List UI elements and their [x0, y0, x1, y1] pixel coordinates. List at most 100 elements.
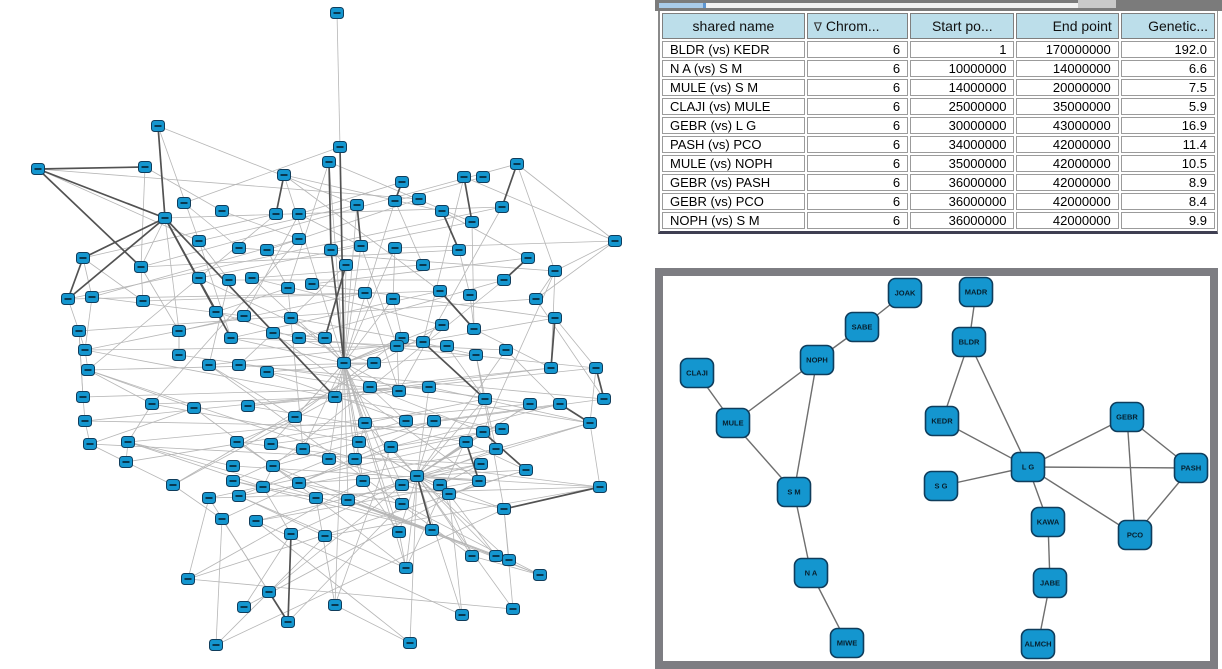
cell-shared-name[interactable]: CLAJI (vs) MULE	[662, 98, 805, 115]
main-network-panel[interactable]	[0, 0, 655, 669]
cell-genetic[interactable]: 5.9	[1120, 98, 1215, 115]
cell-chromosome[interactable]: 6	[806, 98, 909, 115]
subnetwork-node-LG[interactable]	[1010, 451, 1046, 483]
cell-end-point[interactable]: 42000000	[1016, 212, 1119, 229]
cell-genetic[interactable]: 16.9	[1120, 117, 1215, 134]
table-row[interactable]: GEBR (vs) PCO 6 36000000 42000000 8.4	[662, 193, 1215, 210]
subnetwork-panel[interactable]: JOAK SABE NOPH CLAJI MULE MADR BLDR KEDR GEBR L G…	[655, 268, 1218, 669]
table-row[interactable]: NOPH (vs) S M 6 36000000 42000000 9.9	[662, 212, 1215, 229]
cell-chromosome[interactable]: 6	[806, 136, 909, 153]
node-label-smudge	[436, 484, 444, 486]
subnetwork-node-PASH[interactable]	[1173, 452, 1209, 484]
cell-genetic[interactable]: 8.9	[1120, 174, 1215, 191]
subnetwork-node-MADR[interactable]	[958, 276, 994, 308]
cell-end-point[interactable]: 42000000	[1016, 136, 1119, 153]
cell-end-point[interactable]: 35000000	[1016, 98, 1119, 115]
cell-shared-name[interactable]: MULE (vs) NOPH	[662, 155, 805, 172]
cell-start-point[interactable]: 10000000	[910, 60, 1015, 77]
table-top-scrollbar[interactable]	[655, 0, 1222, 11]
cell-end-point[interactable]: 170000000	[1016, 41, 1119, 58]
table-row[interactable]: GEBR (vs) L G 6 30000000 43000000 16.9	[662, 117, 1215, 134]
cell-chromosome[interactable]: 6	[806, 174, 909, 191]
subnetwork-node-MULE[interactable]	[715, 407, 751, 439]
subnetwork-node-SABE[interactable]	[844, 311, 880, 343]
network-edge	[187, 578, 514, 610]
node-label-smudge	[492, 555, 500, 557]
cell-start-point[interactable]: 35000000	[910, 155, 1015, 172]
cell-shared-name[interactable]: GEBR (vs) PASH	[662, 174, 805, 191]
subnetwork-node-SM[interactable]	[776, 476, 812, 508]
scrollbar-thumb-icon[interactable]	[659, 3, 706, 8]
main-network-canvas[interactable]	[0, 0, 655, 669]
cell-chromosome[interactable]: 6	[806, 155, 909, 172]
cell-start-point[interactable]: 36000000	[910, 174, 1015, 191]
scrollbar-track[interactable]	[706, 3, 1078, 8]
subnetwork-node-PCO[interactable]	[1117, 519, 1153, 551]
subnetwork-canvas[interactable]: JOAK SABE NOPH CLAJI MULE MADR BLDR KEDR GEBR L G…	[663, 276, 1210, 661]
table-row[interactable]: MULE (vs) NOPH 6 35000000 42000000 10.5	[662, 155, 1215, 172]
subnetwork-node-ALMCH[interactable]	[1020, 628, 1056, 660]
table-row[interactable]: N A (vs) S M 6 10000000 14000000 6.6	[662, 60, 1215, 77]
cell-start-point[interactable]: 34000000	[910, 136, 1015, 153]
attribute-table: shared name ∇ Chrom... Start po... End point…	[660, 11, 1217, 231]
table-row[interactable]: CLAJI (vs) MULE 6 25000000 35000000 5.9	[662, 98, 1215, 115]
table-row[interactable]: BLDR (vs) KEDR 6 1 170000000 192.0	[662, 41, 1215, 58]
subnetwork-node-JABE[interactable]	[1032, 567, 1068, 599]
subnetwork-node-NOPH[interactable]	[799, 344, 835, 376]
cell-shared-name[interactable]: BLDR (vs) KEDR	[662, 41, 805, 58]
subnetwork-node-NA[interactable]	[793, 557, 829, 589]
subnetwork-node-CLAJI[interactable]	[679, 357, 715, 389]
cell-end-point[interactable]: 43000000	[1016, 117, 1119, 134]
cell-genetic[interactable]: 6.6	[1120, 60, 1215, 77]
cell-genetic[interactable]: 192.0	[1120, 41, 1215, 58]
column-header-genetic[interactable]: Genetic...	[1120, 13, 1215, 39]
cell-genetic[interactable]: 9.9	[1120, 212, 1215, 229]
cell-chromosome[interactable]: 6	[806, 60, 909, 77]
cell-start-point[interactable]: 36000000	[910, 212, 1015, 229]
cell-end-point[interactable]: 20000000	[1016, 79, 1119, 96]
subnetwork-node-MIWE[interactable]	[829, 627, 865, 659]
table-row[interactable]: GEBR (vs) PASH 6 36000000 42000000 8.9	[662, 174, 1215, 191]
cell-chromosome[interactable]: 6	[806, 193, 909, 210]
column-header-shared-name[interactable]: shared name	[662, 13, 805, 39]
cell-genetic[interactable]: 7.5	[1120, 79, 1215, 96]
cell-shared-name[interactable]: GEBR (vs) L G	[662, 117, 805, 134]
node-label-smudge	[205, 364, 213, 366]
table-row[interactable]: MULE (vs) S M 6 14000000 20000000 7.5	[662, 79, 1215, 96]
cell-end-point[interactable]: 14000000	[1016, 60, 1119, 77]
cell-chromosome[interactable]: 6	[806, 212, 909, 229]
cell-genetic[interactable]: 11.4	[1120, 136, 1215, 153]
subnetwork-node-SG[interactable]	[923, 470, 959, 502]
column-header-start-point[interactable]: Start po...	[910, 13, 1015, 39]
cell-shared-name[interactable]: MULE (vs) S M	[662, 79, 805, 96]
node-label-smudge	[551, 270, 559, 272]
cell-end-point[interactable]: 42000000	[1016, 155, 1119, 172]
subnetwork-node-KEDR[interactable]	[924, 405, 960, 437]
column-header-chromosome[interactable]: ∇ Chrom...	[806, 13, 909, 39]
cell-start-point[interactable]: 30000000	[910, 117, 1015, 134]
cell-start-point[interactable]: 36000000	[910, 193, 1015, 210]
node-label-smudge	[551, 317, 559, 319]
cell-start-point[interactable]: 1	[910, 41, 1015, 58]
cell-genetic[interactable]: 8.4	[1120, 193, 1215, 210]
cell-chromosome[interactable]: 6	[806, 79, 909, 96]
cell-end-point[interactable]: 42000000	[1016, 193, 1119, 210]
cell-shared-name[interactable]: N A (vs) S M	[662, 60, 805, 77]
subnetwork-node-GEBR[interactable]	[1109, 401, 1145, 433]
subnetwork-node-KAWA[interactable]	[1030, 506, 1066, 538]
cell-shared-name[interactable]: PASH (vs) PCO	[662, 136, 805, 153]
scrollbar-buttons[interactable]	[1078, 0, 1116, 8]
cell-start-point[interactable]: 25000000	[910, 98, 1015, 115]
cell-chromosome[interactable]: 6	[806, 117, 909, 134]
subnetwork-edge	[968, 341, 1029, 468]
cell-genetic[interactable]: 10.5	[1120, 155, 1215, 172]
table-row[interactable]: PASH (vs) PCO 6 34000000 42000000 11.4	[662, 136, 1215, 153]
subnetwork-node-JOAK[interactable]	[887, 277, 923, 309]
cell-start-point[interactable]: 14000000	[910, 79, 1015, 96]
subnetwork-node-BLDR[interactable]	[951, 326, 987, 358]
column-header-end-point[interactable]: End point	[1016, 13, 1119, 39]
cell-end-point[interactable]: 42000000	[1016, 174, 1119, 191]
cell-shared-name[interactable]: NOPH (vs) S M	[662, 212, 805, 229]
cell-shared-name[interactable]: GEBR (vs) PCO	[662, 193, 805, 210]
cell-chromosome[interactable]: 6	[806, 41, 909, 58]
